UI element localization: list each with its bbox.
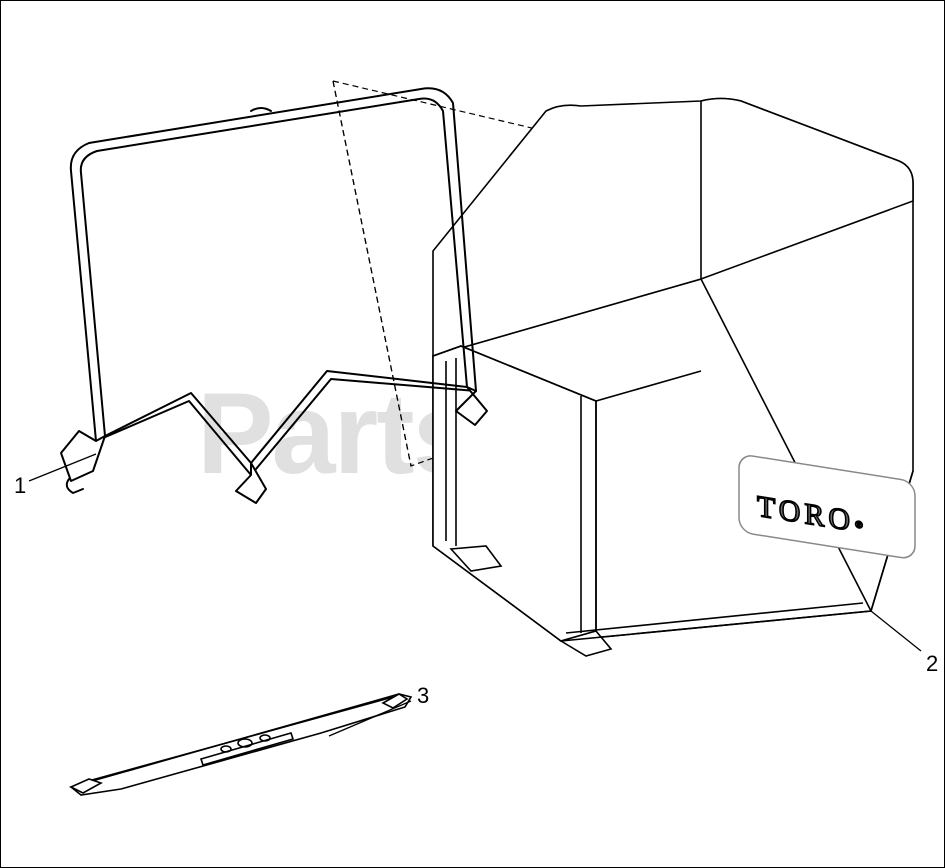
diagram-canvas: PartsTreeTM: [0, 0, 945, 868]
part-bag: TORO®: [433, 99, 915, 657]
callout-1: 1: [14, 473, 26, 499]
part-frame: [61, 88, 487, 503]
diagram-svg: TORO®: [1, 1, 945, 868]
callout-2: 2: [926, 651, 938, 677]
part-blade: [71, 694, 411, 795]
callout-3: 3: [417, 683, 429, 709]
